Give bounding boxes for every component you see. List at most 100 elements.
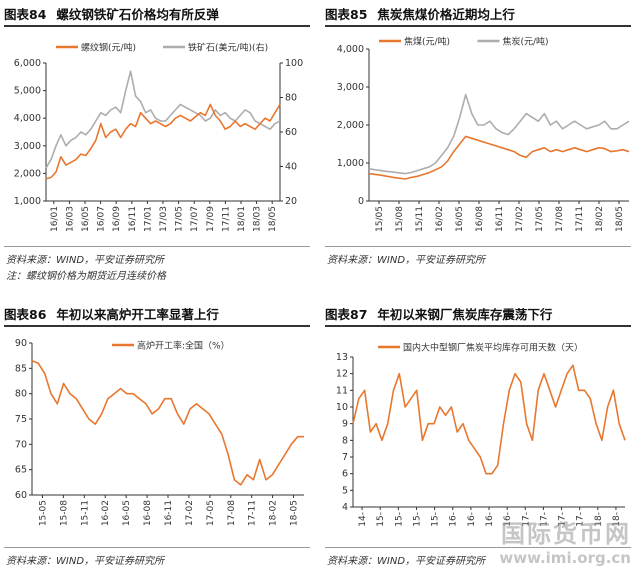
y-tick-label: 75 xyxy=(15,414,27,425)
legend-label-2: 铁矿石(美元/吨)(右) xyxy=(188,42,268,54)
x-tick-label: 16/07 xyxy=(97,206,107,232)
series-line-1 xyxy=(31,359,304,486)
x-tick-label: 16-05 xyxy=(122,500,132,526)
x-tick-label: 17-05 xyxy=(206,500,216,526)
x-tick-label: 16/11 xyxy=(128,206,138,232)
y-tick-label: 11 xyxy=(336,385,348,396)
x-tick-label: 17/05 xyxy=(535,206,545,232)
x-tick-label: 15- xyxy=(431,512,441,527)
x-tick-label: 17/03 xyxy=(159,206,169,232)
x-tick-label: 17-02 xyxy=(185,500,195,526)
y-tick-label: 8 xyxy=(342,435,348,446)
y-tick-label: 3,000 xyxy=(14,141,41,152)
x-tick-label: 16- xyxy=(467,512,477,527)
x-tick-label: 18/03 xyxy=(253,206,263,232)
y-tick-label: 6 xyxy=(342,469,348,480)
x-tick-label: 16- xyxy=(449,512,459,527)
source-note: 资料来源：WIND，平安证券研究所 xyxy=(6,255,165,266)
chart-85: 0 1,000 2,000 3,000 4,000 15/05 15/08 15/11 16/0… xyxy=(337,36,630,232)
series-line-1 xyxy=(368,135,630,180)
x-tick-label: 17-11 xyxy=(248,500,258,526)
x-tick-label: 17/07 xyxy=(190,206,200,232)
x-tick-label: 17/11 xyxy=(221,206,231,232)
panel-85: 图表85 焦炭焦煤价格近期均上行 0 1,000 2,000 3,000 4,000 15/… xyxy=(325,4,633,282)
x-tick-label: 15-08 xyxy=(59,500,69,526)
x-tick-label: 15/05 xyxy=(375,206,385,232)
x-tick-label: 17-08 xyxy=(227,500,237,526)
y-tick-label: 2,000 xyxy=(337,120,364,131)
watermark: 国际货币网 www.imi.org.cn xyxy=(499,520,631,567)
x-tick-label: 18/02 xyxy=(595,206,605,232)
x-tick-label: 16/11 xyxy=(495,206,505,232)
y-tick-label: 85 xyxy=(15,363,27,374)
x-tick-label: 16/09 xyxy=(112,206,122,232)
y-tick-label: 2,000 xyxy=(14,168,41,179)
x-tick-label: 18-02 xyxy=(269,500,279,526)
x-tick-label: 15-11 xyxy=(80,500,90,526)
panel-84: 图表84 螺纹钢铁矿石价格均有所反弹 1,000 2,000 3,000 4,000 5,… xyxy=(4,4,312,282)
x-tick-label: 16/03 xyxy=(65,206,75,232)
y-right-tick-label: 20 xyxy=(285,196,297,207)
legend-label-1: 螺纹钢(元/吨) xyxy=(81,42,136,54)
y-tick-label: 65 xyxy=(15,465,27,476)
footnote: 注：螺纹钢价格为期货近月连续价格 xyxy=(6,271,166,282)
y-right-tick-label: 40 xyxy=(285,162,297,173)
x-tick-label: 18/05 xyxy=(615,206,625,232)
series-line-2 xyxy=(368,93,630,175)
panel-title: 图表84 螺纹钢铁矿石价格均有所反弹 xyxy=(4,7,219,22)
x-tick-label: 16/01 xyxy=(50,206,60,232)
x-tick-label: 16- xyxy=(503,512,513,527)
legend-label-1: 高炉开工率:全国（%） xyxy=(137,340,230,352)
y-tick-label: 5 xyxy=(342,485,348,496)
series-line-1 xyxy=(45,103,281,180)
chart-87: 4 5 6 7 8 9 10 11 12 13 14- 15- 15- 15- 15- 16- 16- 16- 16… xyxy=(336,342,626,527)
y-tick-label: 4,000 xyxy=(14,113,41,124)
x-tick-label: 17/08 xyxy=(555,206,565,232)
y-tick-label: 4,000 xyxy=(337,44,364,55)
y-tick-label: 70 xyxy=(15,439,27,450)
x-tick-label: 17/11 xyxy=(575,206,585,232)
panel-title: 图表85 焦炭焦煤价格近期均上行 xyxy=(325,7,515,22)
x-tick-label: 18/05 xyxy=(268,206,278,232)
x-tick-label: 18-05 xyxy=(290,500,300,526)
series-line-2 xyxy=(45,70,281,169)
chart-86: 60 65 70 75 80 85 90 15-05 15-08 15-11 16-02 16-05 1… xyxy=(15,338,304,526)
y-tick-label: 6,000 xyxy=(14,58,41,69)
x-tick-label: 15- xyxy=(376,512,386,527)
panel-title: 图表87 年初以来钢厂焦炭库存震荡下行 xyxy=(325,307,553,322)
x-tick-label: 16- xyxy=(485,512,495,527)
x-tick-label: 16-08 xyxy=(143,500,153,526)
legend-label-2: 焦炭(元/吨) xyxy=(503,36,549,48)
y-tick-label: 12 xyxy=(336,369,348,380)
chart-84: 1,000 2,000 3,000 4,000 5,000 6,000 20 40 60 80 10… xyxy=(14,42,303,232)
y-tick-label: 10 xyxy=(336,402,348,413)
panel-title: 图表86 年初以来高炉开工率显著上行 xyxy=(4,307,219,322)
x-tick-label: 15- xyxy=(412,512,422,527)
legend-label-1: 国内大中型钢厂焦炭平均库存可用天数（天） xyxy=(403,342,583,354)
x-tick-label: 15- xyxy=(394,512,404,527)
x-tick-label: 16/05 xyxy=(81,206,91,232)
x-tick-label: 16/08 xyxy=(475,206,485,232)
series-line-1 xyxy=(352,364,626,475)
source-note: 资料来源：WIND，平安证券研究所 xyxy=(327,255,486,266)
y-right-tick-label: 60 xyxy=(285,127,297,138)
x-tick-label: 17- xyxy=(539,512,549,527)
x-tick-label: 18/01 xyxy=(237,206,247,232)
y-tick-label: 0 xyxy=(358,196,364,207)
panel-86: 图表86 年初以来高炉开工率显著上行 60 65 70 75 80 85 90 15-05 15-… xyxy=(4,304,312,567)
x-tick-label: 17/01 xyxy=(143,206,153,232)
y-tick-label: 9 xyxy=(342,419,348,430)
x-tick-label: 18- xyxy=(612,512,622,527)
y-tick-label: 90 xyxy=(15,338,27,349)
y-tick-label: 7 xyxy=(342,452,348,463)
x-tick-label: 17- xyxy=(558,512,568,527)
y-right-tick-label: 100 xyxy=(285,58,303,69)
x-tick-label: 16/05 xyxy=(455,206,465,232)
y-tick-label: 13 xyxy=(336,352,348,363)
x-tick-label: 15/08 xyxy=(395,206,405,232)
source-note: 资料来源：WIND，平安证券研究所 xyxy=(6,556,165,567)
y-tick-label: 1,000 xyxy=(14,196,41,207)
y-tick-label: 4 xyxy=(342,502,348,513)
x-tick-label: 18- xyxy=(594,512,604,527)
legend-label-1: 焦煤(元/吨) xyxy=(404,36,450,48)
